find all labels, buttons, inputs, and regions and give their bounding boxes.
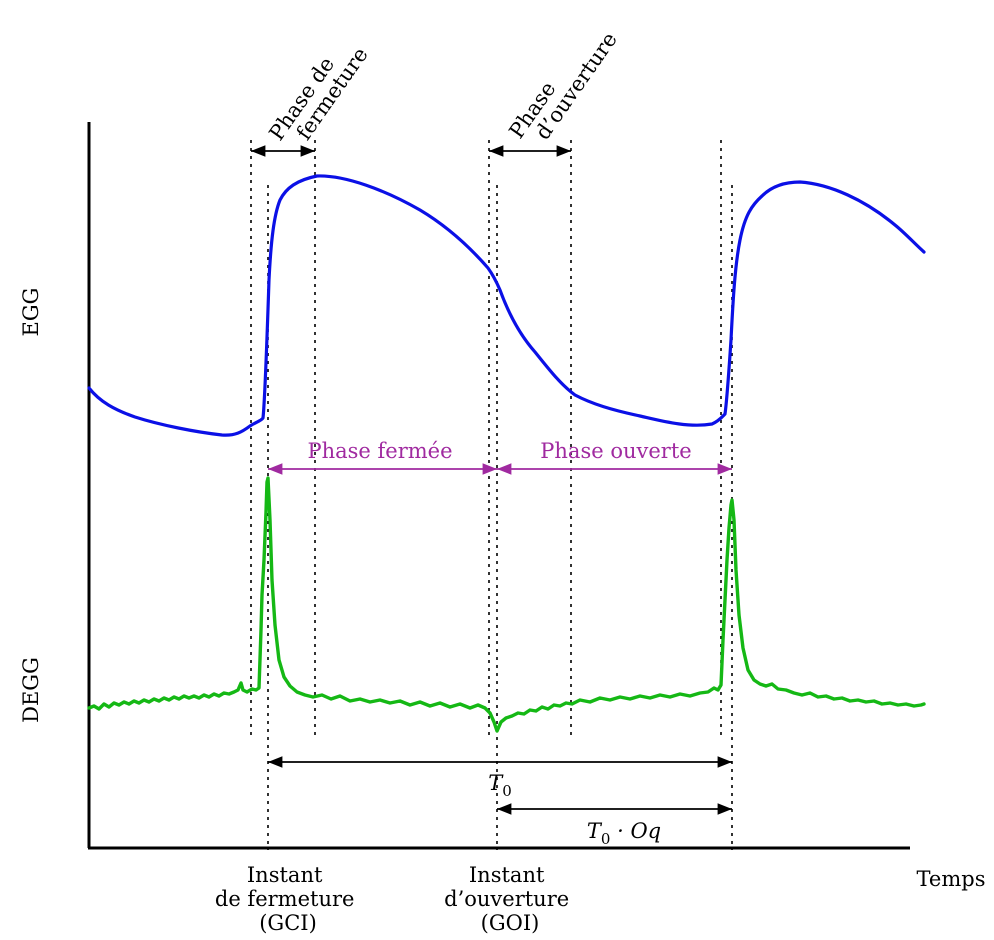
goi-line3: (GOI) (481, 911, 540, 935)
degg-axis-label: DEGG (19, 657, 43, 723)
t0oq-subscript: 0 (601, 830, 611, 848)
t0-label: T0 (488, 771, 512, 800)
egg-curve (87, 174, 926, 437)
egg-axis-label: EGG (19, 288, 43, 337)
t0oq-label: T0 · Oq (587, 819, 661, 848)
closed-phase-label: Phase fermée (307, 439, 452, 463)
goi-line1: Instant (469, 863, 545, 887)
degg-curve (87, 476, 926, 733)
t0-symbol: T (488, 771, 504, 795)
opening-phase-label: Phase d’ouverture (504, 15, 621, 155)
closing-phase-label: Phase de fermeture (264, 30, 372, 157)
time-axis-label: Temps (917, 867, 986, 891)
gci-line3: (GCI) (259, 911, 317, 935)
gci-line2: de fermeture (215, 887, 355, 911)
goi-label: Instant d’ouverture (GOI) (444, 863, 576, 935)
t0oq-suffix: · Oq (610, 819, 661, 843)
open-phase-label: Phase ouverte (540, 439, 691, 463)
t0oq-symbol: T (587, 819, 603, 843)
t0-subscript: 0 (502, 782, 512, 800)
axes (87, 122, 910, 850)
guide-lines (250, 140, 733, 850)
goi-line2: d’ouverture (444, 887, 569, 911)
gci-line1: Instant (247, 863, 323, 887)
gci-label: Instant de fermeture (GCI) (215, 863, 361, 935)
